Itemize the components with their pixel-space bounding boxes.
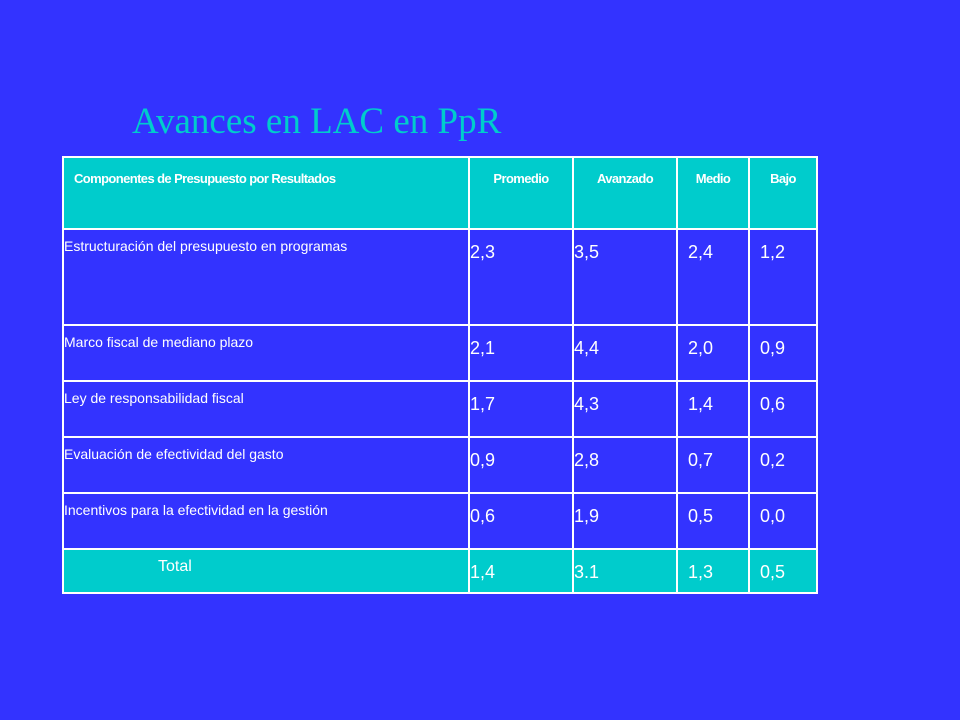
header-componentes: Componentes de Presupuesto por Resultado… [62, 156, 470, 230]
cell-bajo: 0,2 [748, 436, 818, 494]
cell-avanzado: 3,5 [572, 228, 678, 326]
cell-promedio: 1,7 [468, 380, 574, 438]
total-bajo: 0,5 [748, 548, 818, 594]
table-row: Incentivos para la efectividad en la ges… [62, 492, 818, 550]
header-promedio: Promedio [468, 156, 574, 230]
row-label: Evaluación de efectividad del gasto [62, 436, 470, 494]
header-medio: Medio [676, 156, 750, 230]
cell-promedio: 0,6 [468, 492, 574, 550]
cell-promedio: 0,9 [468, 436, 574, 494]
cell-promedio: 2,3 [468, 228, 574, 326]
cell-medio: 1,4 [676, 380, 750, 438]
cell-bajo: 1,2 [748, 228, 818, 326]
cell-bajo: 0,0 [748, 492, 818, 550]
cell-avanzado: 4,4 [572, 324, 678, 382]
header-bajo: Bajo [748, 156, 818, 230]
total-label: Total [62, 548, 470, 594]
cell-promedio: 2,1 [468, 324, 574, 382]
row-label: Incentivos para la efectividad en la ges… [62, 492, 470, 550]
header-avanzado: Avanzado [572, 156, 678, 230]
row-label: Marco fiscal de mediano plazo [62, 324, 470, 382]
table-row: Estructuración del presupuesto en progra… [62, 228, 818, 326]
table-row: Marco fiscal de mediano plazo 2,1 4,4 2,… [62, 324, 818, 382]
cell-medio: 2,0 [676, 324, 750, 382]
total-avanzado: 3.1 [572, 548, 678, 594]
cell-bajo: 0,6 [748, 380, 818, 438]
total-promedio: 1,4 [468, 548, 574, 594]
table-row: Ley de responsabilidad fiscal 1,7 4,3 1,… [62, 380, 818, 438]
total-medio: 1,3 [676, 548, 750, 594]
table-total-row: Total 1,4 3.1 1,3 0,5 [62, 548, 818, 594]
cell-medio: 0,5 [676, 492, 750, 550]
cell-medio: 2,4 [676, 228, 750, 326]
slide-title: Avances en LAC en PpR [132, 101, 502, 142]
row-label: Ley de responsabilidad fiscal [62, 380, 470, 438]
cell-bajo: 0,9 [748, 324, 818, 382]
table-header-row: Componentes de Presupuesto por Resultado… [62, 156, 818, 230]
cell-medio: 0,7 [676, 436, 750, 494]
cell-avanzado: 1,9 [572, 492, 678, 550]
row-label: Estructuración del presupuesto en progra… [62, 228, 470, 326]
cell-avanzado: 4,3 [572, 380, 678, 438]
cell-avanzado: 2,8 [572, 436, 678, 494]
table-row: Evaluación de efectividad del gasto 0,9 … [62, 436, 818, 494]
ppr-table: Componentes de Presupuesto por Resultado… [62, 156, 818, 594]
